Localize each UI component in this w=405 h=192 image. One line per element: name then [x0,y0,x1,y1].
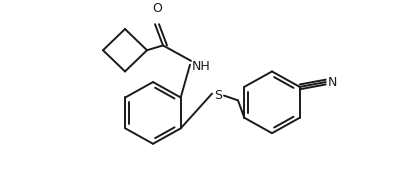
Text: N: N [327,76,336,89]
Text: O: O [152,2,162,15]
Text: NH: NH [192,60,210,73]
Text: S: S [213,89,222,102]
